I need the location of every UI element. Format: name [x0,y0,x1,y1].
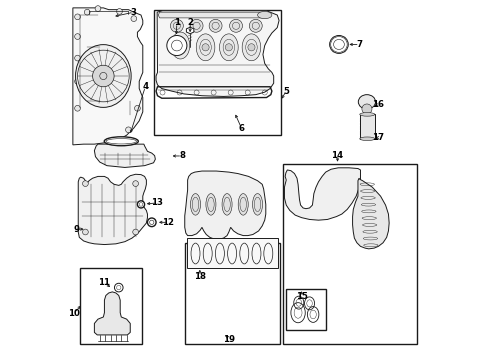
Ellipse shape [75,45,131,107]
Ellipse shape [222,194,232,215]
Circle shape [84,9,90,15]
Text: 14: 14 [331,151,343,160]
Circle shape [230,19,243,32]
Ellipse shape [358,95,375,109]
Text: 13: 13 [151,198,163,207]
Polygon shape [158,12,268,18]
Circle shape [117,9,122,14]
Circle shape [82,181,88,186]
Ellipse shape [360,113,375,116]
Circle shape [202,44,209,51]
Polygon shape [156,11,279,96]
Circle shape [74,105,80,111]
Ellipse shape [238,194,248,215]
Text: 3: 3 [131,8,137,17]
Polygon shape [285,168,361,220]
Ellipse shape [104,137,138,146]
Bar [153,10,281,135]
Circle shape [74,55,80,61]
Ellipse shape [330,36,348,53]
Circle shape [133,229,139,235]
Circle shape [177,42,184,49]
Circle shape [106,138,112,144]
Circle shape [82,229,88,235]
Text: 16: 16 [372,100,384,109]
Circle shape [249,19,262,32]
Circle shape [133,181,139,186]
Circle shape [131,16,137,22]
Circle shape [115,283,123,292]
Circle shape [74,34,80,40]
Bar [283,164,417,344]
Text: 2: 2 [187,18,193,27]
Text: 4: 4 [142,82,148,91]
Ellipse shape [258,12,272,19]
Text: 15: 15 [296,292,308,301]
Circle shape [125,127,131,133]
Circle shape [93,65,114,87]
Text: 10: 10 [68,309,79,318]
Text: 1: 1 [174,18,180,27]
Polygon shape [73,8,143,145]
Text: 17: 17 [372,133,385,142]
Ellipse shape [196,34,215,61]
Circle shape [147,218,156,226]
Circle shape [225,44,232,51]
Text: 5: 5 [283,86,289,95]
Bar [187,238,278,268]
Circle shape [190,19,203,32]
Circle shape [209,19,222,32]
Text: 9: 9 [74,225,79,234]
Polygon shape [186,27,194,34]
Circle shape [171,19,183,32]
Circle shape [167,36,187,55]
Polygon shape [95,292,130,335]
Ellipse shape [242,34,261,61]
Polygon shape [95,144,155,167]
Polygon shape [353,178,389,249]
Ellipse shape [220,34,238,61]
Circle shape [362,104,372,114]
Text: 6: 6 [239,123,245,132]
Bar [185,243,280,344]
Text: 7: 7 [357,40,363,49]
Text: 19: 19 [223,335,235,344]
Bar [286,289,326,330]
Circle shape [74,14,80,20]
Ellipse shape [171,32,190,59]
Ellipse shape [191,194,200,215]
Ellipse shape [206,194,216,215]
Polygon shape [78,174,147,244]
Bar [360,114,375,139]
Ellipse shape [360,137,375,140]
Circle shape [248,44,255,51]
Circle shape [95,6,101,12]
Bar [80,268,142,344]
Polygon shape [185,171,266,239]
Circle shape [74,78,80,84]
Ellipse shape [252,194,263,215]
Text: 18: 18 [194,271,206,280]
Circle shape [137,201,145,208]
Text: 12: 12 [162,218,174,227]
Circle shape [135,105,140,111]
Text: 11: 11 [98,278,110,287]
Text: 8: 8 [179,152,185,161]
